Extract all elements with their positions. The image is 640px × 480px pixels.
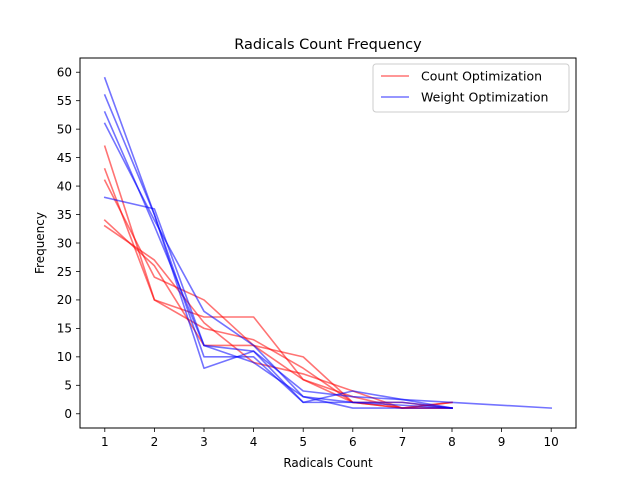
y-tick-label: 35 bbox=[57, 208, 72, 222]
x-axis: 1 2 3 4 5 6 7 8 9 10 bbox=[101, 428, 559, 449]
x-tick-label: 3 bbox=[200, 435, 208, 449]
x-tick-label: 5 bbox=[299, 435, 307, 449]
y-tick-label: 25 bbox=[57, 265, 72, 279]
x-tick-label: 4 bbox=[250, 435, 258, 449]
x-tick-label: 6 bbox=[349, 435, 357, 449]
y-tick-label: 15 bbox=[57, 322, 72, 336]
series-line-weight-optimization bbox=[103, 122, 453, 409]
legend-label-weight-optimization: Weight Optimization bbox=[421, 90, 548, 105]
y-tick-label: 20 bbox=[57, 293, 72, 307]
series-layer bbox=[103, 76, 553, 410]
y-axis: 0 5 10 15 20 25 30 35 40 45 50 55 60 bbox=[57, 66, 80, 421]
y-axis-label: Frequency bbox=[33, 212, 47, 274]
y-tick-label: 55 bbox=[57, 94, 72, 108]
legend-label-count-optimization: Count Optimization bbox=[421, 69, 542, 84]
x-tick-label: 8 bbox=[448, 435, 456, 449]
y-tick-label: 45 bbox=[57, 151, 72, 165]
y-tick-label: 5 bbox=[64, 379, 72, 393]
y-tick-label: 40 bbox=[57, 179, 72, 193]
series-line-count-optimization bbox=[103, 219, 453, 409]
x-tick-label: 7 bbox=[399, 435, 407, 449]
chart-title: Radicals Count Frequency bbox=[234, 37, 422, 53]
x-tick-label: 2 bbox=[151, 435, 159, 449]
x-tick-label: 9 bbox=[498, 435, 506, 449]
y-tick-label: 60 bbox=[57, 66, 72, 80]
legend: Count Optimization Weight Optimization bbox=[372, 63, 570, 113]
series-line-weight-optimization bbox=[103, 196, 453, 409]
y-tick-label: 10 bbox=[57, 350, 72, 364]
x-axis-label: Radicals Count bbox=[283, 456, 373, 470]
x-tick-label: 10 bbox=[544, 435, 559, 449]
series-line-weight-optimization bbox=[103, 111, 453, 410]
legend-box bbox=[372, 63, 570, 113]
series-line-count-optimization bbox=[103, 145, 453, 409]
x-tick-label: 1 bbox=[101, 435, 109, 449]
y-tick-label: 0 bbox=[64, 407, 72, 421]
y-tick-label: 30 bbox=[57, 236, 72, 250]
y-tick-label: 50 bbox=[57, 122, 72, 136]
